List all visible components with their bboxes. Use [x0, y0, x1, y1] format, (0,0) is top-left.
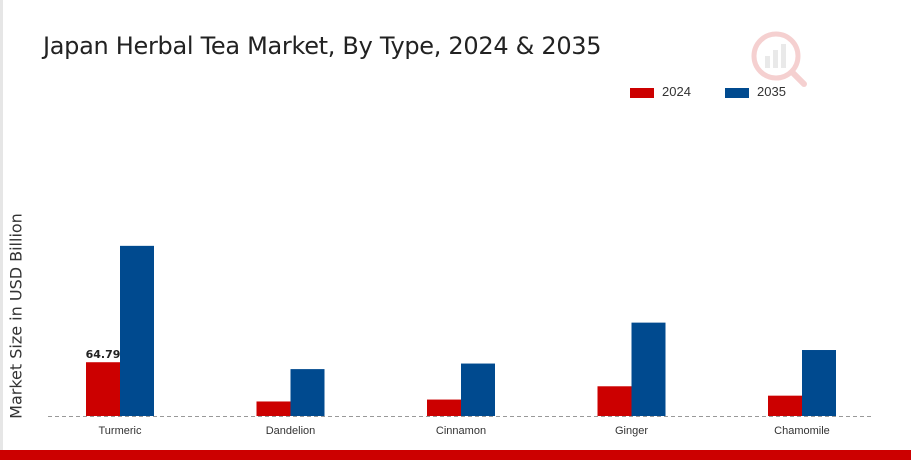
legend-swatch-2035 — [725, 88, 749, 98]
x-tick-label-ginger: Ginger — [615, 425, 648, 437]
bar-2024-turmeric — [86, 362, 120, 416]
x-tick-label-chamomile: Chamomile — [774, 425, 830, 437]
bar-2035-cinnamon — [461, 363, 495, 416]
x-tick-label-cinnamon: Cinnamon — [436, 425, 486, 437]
bar-2024-dandelion — [256, 401, 291, 416]
x-tick-label-turmeric: Turmeric — [99, 425, 142, 437]
bar-2035-dandelion — [290, 369, 325, 416]
market-research-logo-icon — [751, 31, 807, 87]
bar-2024-chamomile — [768, 395, 802, 416]
bottom-accent-bar — [0, 450, 911, 460]
legend-label-2024: 2024 — [662, 84, 691, 99]
x-tick-label-dandelion: Dandelion — [266, 425, 316, 437]
bar-2035-turmeric — [120, 245, 154, 416]
bar-2035-chamomile — [802, 350, 836, 416]
bar-2035-ginger — [631, 322, 666, 416]
bar-2024-ginger — [597, 386, 632, 416]
chart-title: Japan Herbal Tea Market, By Type, 2024 &… — [43, 32, 602, 60]
left-edge-divider — [0, 0, 3, 452]
legend-swatch-2024 — [630, 88, 654, 98]
bar-2024-cinnamon — [427, 399, 461, 416]
legend-label-2035: 2035 — [757, 84, 786, 99]
data-label-2024-turmeric: 64.79 — [86, 348, 121, 361]
